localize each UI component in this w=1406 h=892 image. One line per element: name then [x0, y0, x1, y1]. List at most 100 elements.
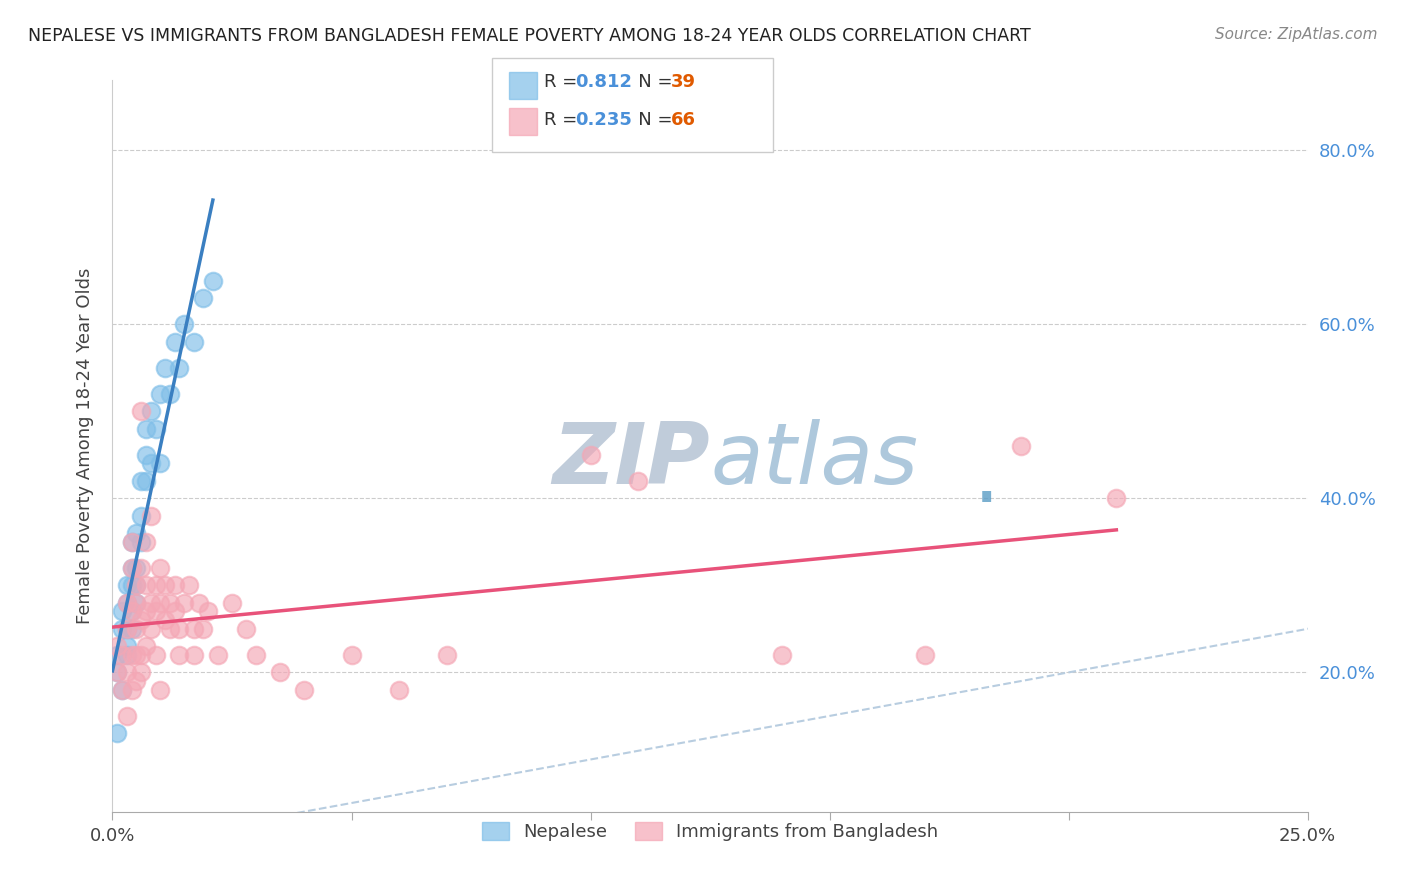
Point: [121, 604, 143, 618]
Point: [115, 665, 138, 680]
Point: [121, 648, 143, 662]
Point: [149, 386, 172, 401]
Point: [129, 508, 152, 523]
Point: [125, 596, 148, 610]
Point: [153, 360, 176, 375]
Point: [292, 682, 315, 697]
Point: [436, 648, 458, 662]
Text: 0.812: 0.812: [575, 73, 633, 91]
Point: [111, 682, 134, 697]
Point: [105, 648, 128, 662]
Point: [121, 534, 143, 549]
Text: R =: R =: [544, 73, 583, 91]
Point: [183, 334, 205, 349]
Point: [221, 596, 243, 610]
Point: [121, 578, 143, 592]
Text: atlas: atlas: [710, 419, 918, 502]
Point: [115, 709, 138, 723]
Point: [201, 274, 224, 288]
Point: [125, 561, 148, 575]
Text: .: .: [973, 437, 1000, 520]
Point: [159, 622, 181, 636]
Point: [105, 665, 128, 680]
Point: [163, 578, 186, 592]
Point: [111, 622, 134, 636]
Point: [187, 596, 209, 610]
Point: [111, 604, 134, 618]
Point: [121, 604, 143, 618]
Point: [125, 622, 148, 636]
Point: [627, 474, 650, 488]
Text: Source: ZipAtlas.com: Source: ZipAtlas.com: [1215, 27, 1378, 42]
Point: [121, 682, 143, 697]
Point: [125, 578, 148, 592]
Point: [139, 457, 162, 471]
Point: [129, 665, 152, 680]
Point: [169, 360, 191, 375]
Point: [139, 596, 162, 610]
Point: [129, 534, 152, 549]
Point: [135, 578, 157, 592]
Point: [121, 622, 143, 636]
Point: [245, 648, 267, 662]
Point: [149, 682, 172, 697]
Point: [135, 604, 157, 618]
Point: [139, 404, 162, 418]
Point: [173, 596, 195, 610]
Text: N =: N =: [621, 112, 679, 129]
Point: [914, 648, 936, 662]
Point: [340, 648, 363, 662]
Point: [159, 596, 181, 610]
Y-axis label: Female Poverty Among 18-24 Year Olds: Female Poverty Among 18-24 Year Olds: [76, 268, 94, 624]
Point: [145, 604, 167, 618]
Point: [125, 596, 148, 610]
Legend: Nepalese, Immigrants from Bangladesh: Nepalese, Immigrants from Bangladesh: [472, 813, 948, 850]
Point: [115, 622, 138, 636]
Point: [177, 578, 200, 592]
Text: 66: 66: [671, 112, 696, 129]
Point: [135, 474, 157, 488]
Point: [125, 648, 148, 662]
Point: [139, 508, 162, 523]
Point: [193, 622, 215, 636]
Point: [115, 622, 138, 636]
Point: [135, 421, 157, 435]
Point: [173, 317, 195, 331]
Point: [183, 622, 205, 636]
Point: [197, 604, 219, 618]
Point: [149, 561, 172, 575]
Point: [235, 622, 257, 636]
Point: [149, 596, 172, 610]
Point: [388, 682, 411, 697]
Point: [105, 665, 128, 680]
Point: [129, 648, 152, 662]
Point: [115, 596, 138, 610]
Point: [163, 334, 186, 349]
Point: [115, 578, 138, 592]
Point: [183, 648, 205, 662]
Text: 0.235: 0.235: [575, 112, 631, 129]
Point: [770, 648, 793, 662]
Point: [145, 578, 167, 592]
Text: R =: R =: [544, 112, 583, 129]
Point: [121, 534, 143, 549]
Point: [579, 448, 602, 462]
Point: [115, 596, 138, 610]
Point: [135, 448, 157, 462]
Point: [139, 622, 162, 636]
Point: [105, 726, 128, 740]
Point: [115, 648, 138, 662]
Point: [121, 561, 143, 575]
Point: [111, 682, 134, 697]
Point: [115, 640, 138, 654]
Point: [129, 613, 152, 627]
Point: [269, 665, 291, 680]
Text: 39: 39: [671, 73, 696, 91]
Point: [125, 674, 148, 689]
Point: [169, 648, 191, 662]
Point: [125, 526, 148, 541]
Point: [1105, 491, 1128, 506]
Point: [145, 648, 167, 662]
Point: [153, 613, 176, 627]
Point: [193, 291, 215, 305]
